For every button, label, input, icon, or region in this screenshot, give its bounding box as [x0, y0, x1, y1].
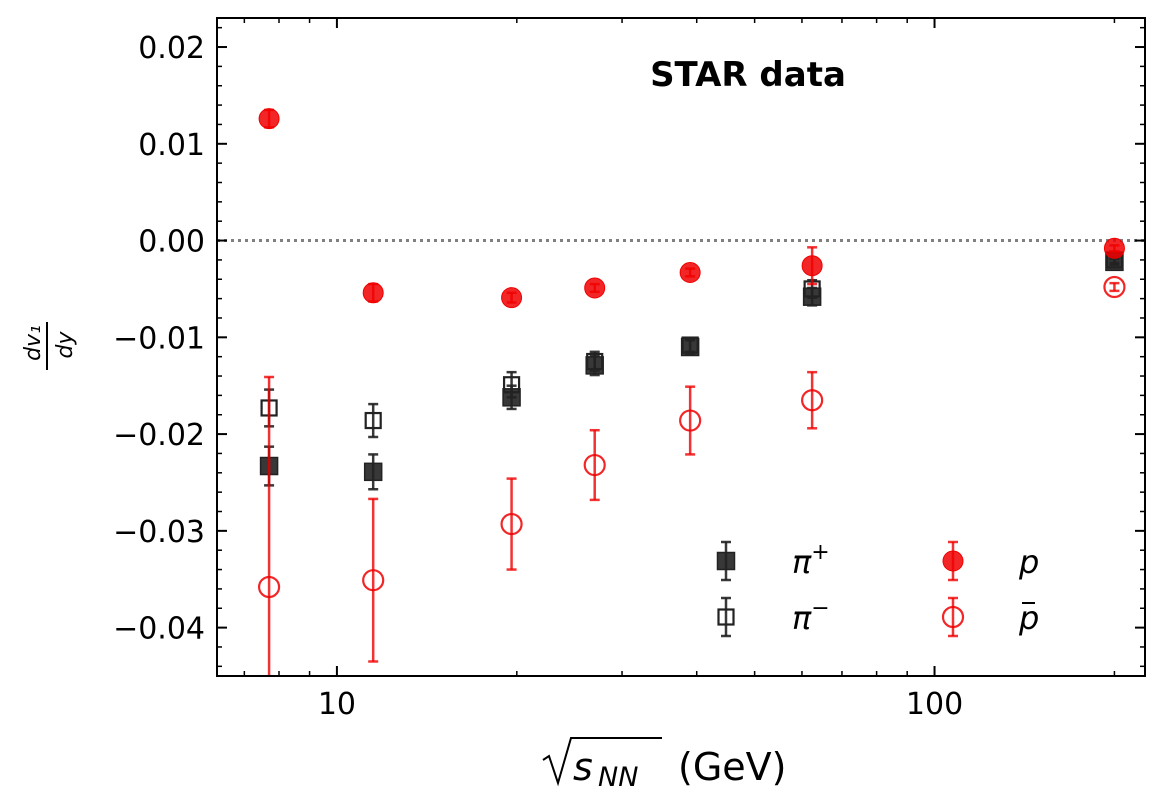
x-axis-label: s NN (GeV): [542, 737, 786, 793]
data-point: [501, 287, 523, 309]
legend-marker: [942, 550, 964, 572]
data-point: [801, 255, 823, 277]
data-point: [364, 411, 382, 430]
data-point: [681, 336, 699, 354]
data-point: [362, 282, 384, 304]
y-tick-label: −0.04: [113, 612, 205, 647]
y-axis-label-denominator: dy: [53, 331, 78, 359]
data-point: [1103, 237, 1125, 259]
series-3: [257, 275, 1126, 676]
y-tick-label: 0.01: [138, 128, 205, 163]
x-axis-label-unit: (GeV): [678, 745, 786, 789]
y-axis-label: dv₁ dy: [21, 322, 78, 370]
sqrt-radical-icon: [542, 737, 662, 787]
data-point: [258, 108, 280, 130]
data-point: [584, 277, 606, 299]
data-point: [679, 261, 701, 283]
legend-label: p: [1018, 543, 1039, 581]
legend-label: p: [1018, 599, 1039, 637]
y-tick-label: −0.02: [113, 418, 205, 453]
legend-marker: [941, 605, 965, 629]
x-axis-label-var: s: [573, 745, 593, 789]
legend-label: π−: [792, 596, 830, 637]
data-point: [500, 512, 523, 536]
y-tick-label: 0.02: [138, 31, 205, 66]
y-axis-label-numerator: dv₁: [21, 325, 46, 361]
data-point: [502, 376, 521, 394]
x-tick-label: 100: [906, 687, 963, 722]
data-point: [257, 575, 281, 599]
y-tick-label: 0.00: [138, 225, 205, 260]
x-axis-label-sub: NN: [598, 762, 638, 793]
legend-entry-2: p: [942, 540, 1039, 582]
legend-marker: [716, 551, 736, 571]
data-point: [362, 569, 385, 592]
data-point: [801, 389, 824, 412]
legend-entry-3: p: [941, 596, 1039, 638]
plot-frame: [216, 17, 1146, 677]
y-tick-label: −0.03: [113, 515, 205, 550]
legend-marker: [717, 608, 735, 626]
series-2: [258, 108, 1125, 309]
legend-label-superscript: −: [811, 596, 829, 621]
data-point: [1103, 275, 1126, 299]
data-point: [586, 352, 604, 371]
tick-labels-layer: 0.02 0.01 0.00 −0.01 −0.02 −0.03 −0.04 10 100: [113, 31, 963, 722]
y-tick-label: −0.01: [113, 321, 205, 356]
data-point: [679, 409, 702, 432]
data-point: [363, 462, 383, 482]
data-point: [583, 453, 606, 477]
chart-title: STAR data: [650, 55, 846, 95]
legend-label-superscript: +: [811, 540, 829, 565]
series-layer: [257, 108, 1126, 676]
legend-entry-1: π−: [717, 596, 830, 638]
x-tick-label: 10: [318, 687, 356, 722]
